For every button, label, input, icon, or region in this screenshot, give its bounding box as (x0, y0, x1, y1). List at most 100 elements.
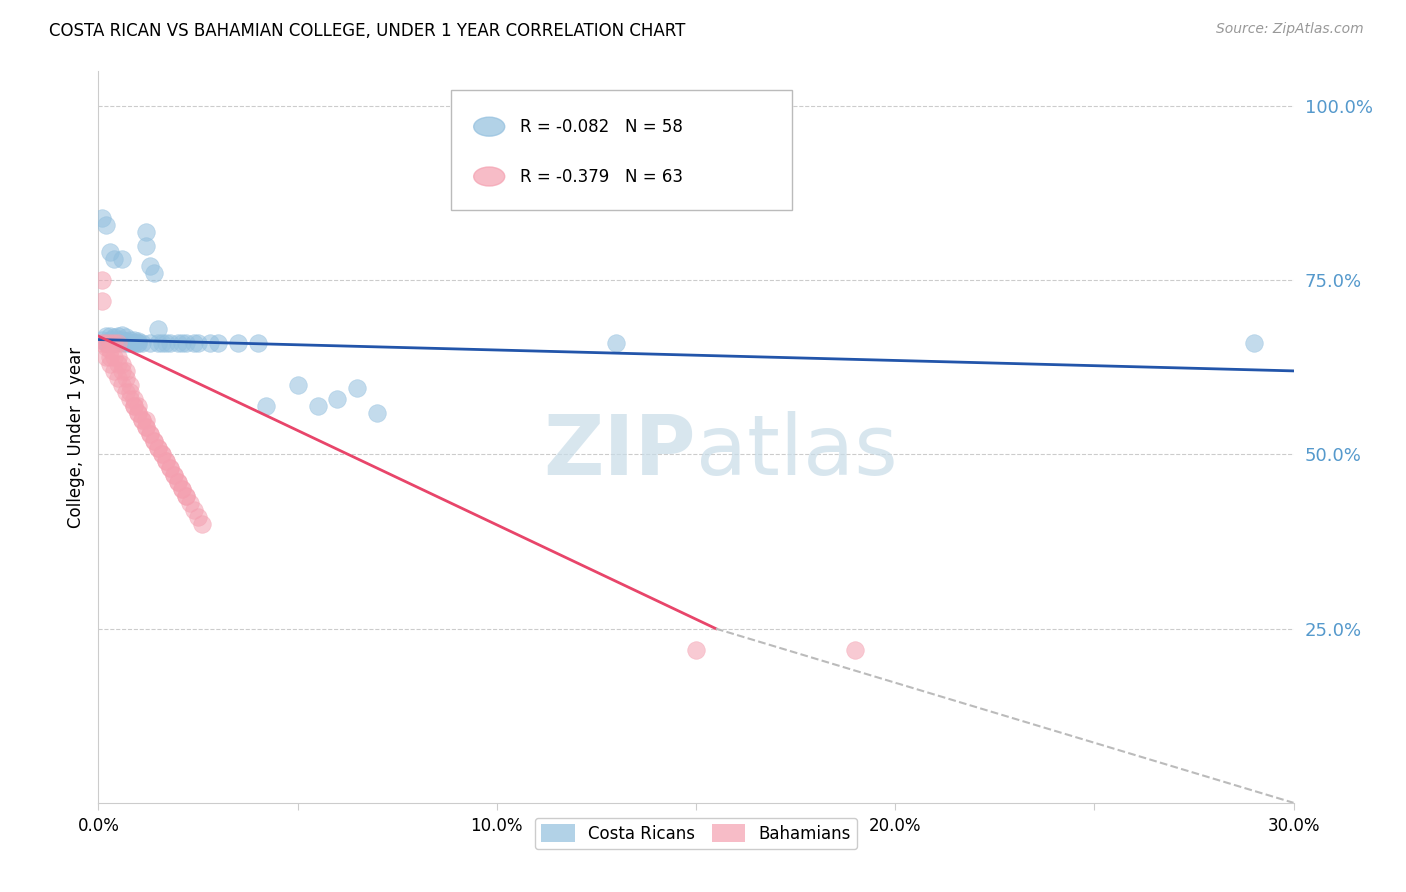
Point (187, 510, 209, 524)
Point (167, 475, 190, 490)
Point (605, 336, 627, 351)
Point (135, 412, 157, 426)
Point (98, 357, 122, 371)
Point (844, 642, 866, 657)
Point (183, 503, 205, 517)
Point (135, 419, 157, 434)
Point (103, 364, 125, 378)
Circle shape (474, 167, 505, 186)
Point (135, 419, 157, 434)
Point (127, 336, 149, 351)
Point (143, 266, 166, 280)
Point (150, 336, 173, 351)
Point (155, 454, 177, 468)
Point (115, 334, 138, 348)
Point (91, 336, 114, 351)
Point (127, 334, 149, 348)
Point (124, 399, 146, 413)
Point (96, 339, 118, 353)
Point (127, 406, 149, 420)
Point (98, 343, 122, 357)
Point (120, 392, 142, 406)
Point (148, 441, 170, 455)
Point (159, 461, 181, 475)
Point (96, 329, 118, 343)
Point (98, 336, 122, 351)
Point (167, 336, 190, 351)
Point (174, 336, 197, 351)
Point (111, 252, 134, 267)
Point (148, 336, 170, 351)
Point (254, 399, 277, 413)
Point (135, 225, 157, 239)
Point (143, 434, 166, 448)
Point (111, 364, 134, 378)
Point (120, 336, 142, 351)
Point (115, 384, 138, 399)
Point (103, 350, 125, 364)
Point (107, 329, 129, 343)
Point (91, 333, 114, 347)
Point (91, 211, 114, 225)
Legend: Costa Ricans, Bahamians: Costa Ricans, Bahamians (534, 818, 858, 849)
Point (111, 377, 134, 392)
Point (103, 330, 125, 344)
Point (127, 406, 149, 420)
Point (1243, 336, 1265, 351)
Point (96, 336, 118, 351)
Point (226, 336, 249, 351)
Point (107, 350, 129, 364)
Point (187, 336, 209, 351)
Point (326, 392, 349, 406)
Point (115, 336, 138, 351)
Point (131, 336, 153, 351)
Point (172, 483, 194, 497)
Point (98, 350, 122, 364)
Point (163, 468, 186, 483)
FancyBboxPatch shape (451, 90, 792, 211)
Text: R = -0.379   N = 63: R = -0.379 N = 63 (520, 168, 683, 186)
Point (287, 377, 309, 392)
Point (135, 238, 157, 252)
Point (111, 336, 134, 351)
Point (167, 475, 190, 490)
Point (307, 399, 329, 413)
Point (139, 426, 162, 441)
Point (346, 381, 368, 395)
Point (155, 336, 177, 351)
Point (98, 329, 122, 343)
Point (107, 357, 129, 371)
Point (124, 333, 146, 347)
Text: R = -0.082   N = 58: R = -0.082 N = 58 (520, 118, 683, 136)
Point (103, 336, 125, 351)
Point (172, 483, 194, 497)
Point (98, 336, 122, 351)
Circle shape (474, 117, 505, 136)
Point (179, 496, 201, 510)
Point (111, 327, 134, 342)
Point (183, 336, 205, 351)
Point (120, 333, 142, 347)
Point (124, 336, 146, 351)
Point (98, 245, 122, 260)
Point (159, 336, 181, 351)
Point (127, 336, 149, 351)
Point (107, 336, 129, 351)
Point (150, 448, 173, 462)
Point (198, 336, 221, 351)
Point (96, 218, 118, 232)
Y-axis label: College, Under 1 year: College, Under 1 year (66, 346, 84, 528)
Point (163, 468, 186, 483)
Point (246, 336, 269, 351)
Point (174, 489, 197, 503)
Text: COSTA RICAN VS BAHAMIAN COLLEGE, UNDER 1 YEAR CORRELATION CHART: COSTA RICAN VS BAHAMIAN COLLEGE, UNDER 1… (49, 22, 686, 40)
Point (120, 384, 142, 399)
Point (148, 322, 170, 336)
Point (91, 273, 114, 287)
Point (174, 489, 197, 503)
Text: Source: ZipAtlas.com: Source: ZipAtlas.com (1216, 22, 1364, 37)
Point (103, 336, 125, 351)
Point (103, 252, 125, 267)
Point (127, 399, 149, 413)
Point (191, 517, 214, 532)
